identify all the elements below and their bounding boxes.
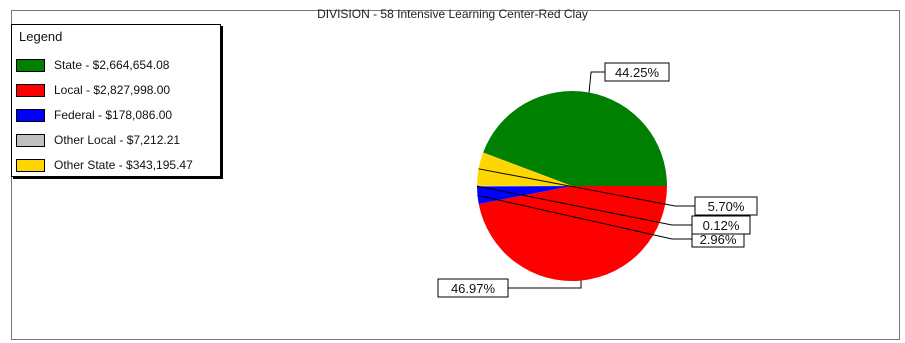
pie-slice-local <box>478 186 667 281</box>
legend-swatch-other-local <box>16 133 45 147</box>
data-label-federal: 2.96% <box>700 232 737 247</box>
legend-label-local: Local - $2,827,998.00 <box>54 83 171 97</box>
legend-swatch-state <box>16 58 45 72</box>
data-label-box-state <box>604 62 670 82</box>
leader-line-state <box>588 71 605 93</box>
pie-slice-other-state <box>477 152 572 186</box>
data-label-box-local <box>437 278 509 298</box>
leader-line-local <box>508 280 582 289</box>
legend-swatch-local <box>16 83 45 97</box>
legend-label-federal: Federal - $178,086.00 <box>54 108 173 122</box>
legend-item-other-local: Other Local - $7,212.21 <box>16 132 180 148</box>
data-label-box-other-state <box>694 196 758 216</box>
legend-title: Legend <box>19 29 63 44</box>
legend-item-local: Local - $2,827,998.00 <box>16 82 170 98</box>
data-label-box-other-local <box>691 215 751 235</box>
pie-slice-state <box>483 90 667 186</box>
legend-swatch-federal <box>16 108 45 122</box>
data-label-state: 44.25% <box>615 65 660 80</box>
legend-label-state: State - $2,664,654.08 <box>54 58 170 72</box>
data-label-other-local: 0.12% <box>703 218 740 233</box>
leader-line-federal <box>477 194 692 240</box>
legend-item-federal: Federal - $178,086.00 <box>16 107 172 123</box>
legend-label-other-state: Other State - $343,195.47 <box>54 158 193 172</box>
legend: Legend State - $2,664,654.08 Local - $2,… <box>11 24 221 177</box>
pie-slice-other-local <box>476 185 572 187</box>
legend-swatch-other-state <box>16 158 45 172</box>
data-label-local: 46.97% <box>451 281 496 296</box>
legend-item-state: State - $2,664,654.08 <box>16 57 169 73</box>
legend-item-other-state: Other State - $343,195.47 <box>16 157 193 173</box>
chart-title: DIVISION - 58 Intensive Learning Center-… <box>317 7 588 21</box>
leader-line-other-state <box>478 168 695 207</box>
leader-line-other-local <box>476 185 692 226</box>
data-label-other-state: 5.70% <box>708 199 745 214</box>
legend-label-other-local: Other Local - $7,212.21 <box>54 133 181 147</box>
